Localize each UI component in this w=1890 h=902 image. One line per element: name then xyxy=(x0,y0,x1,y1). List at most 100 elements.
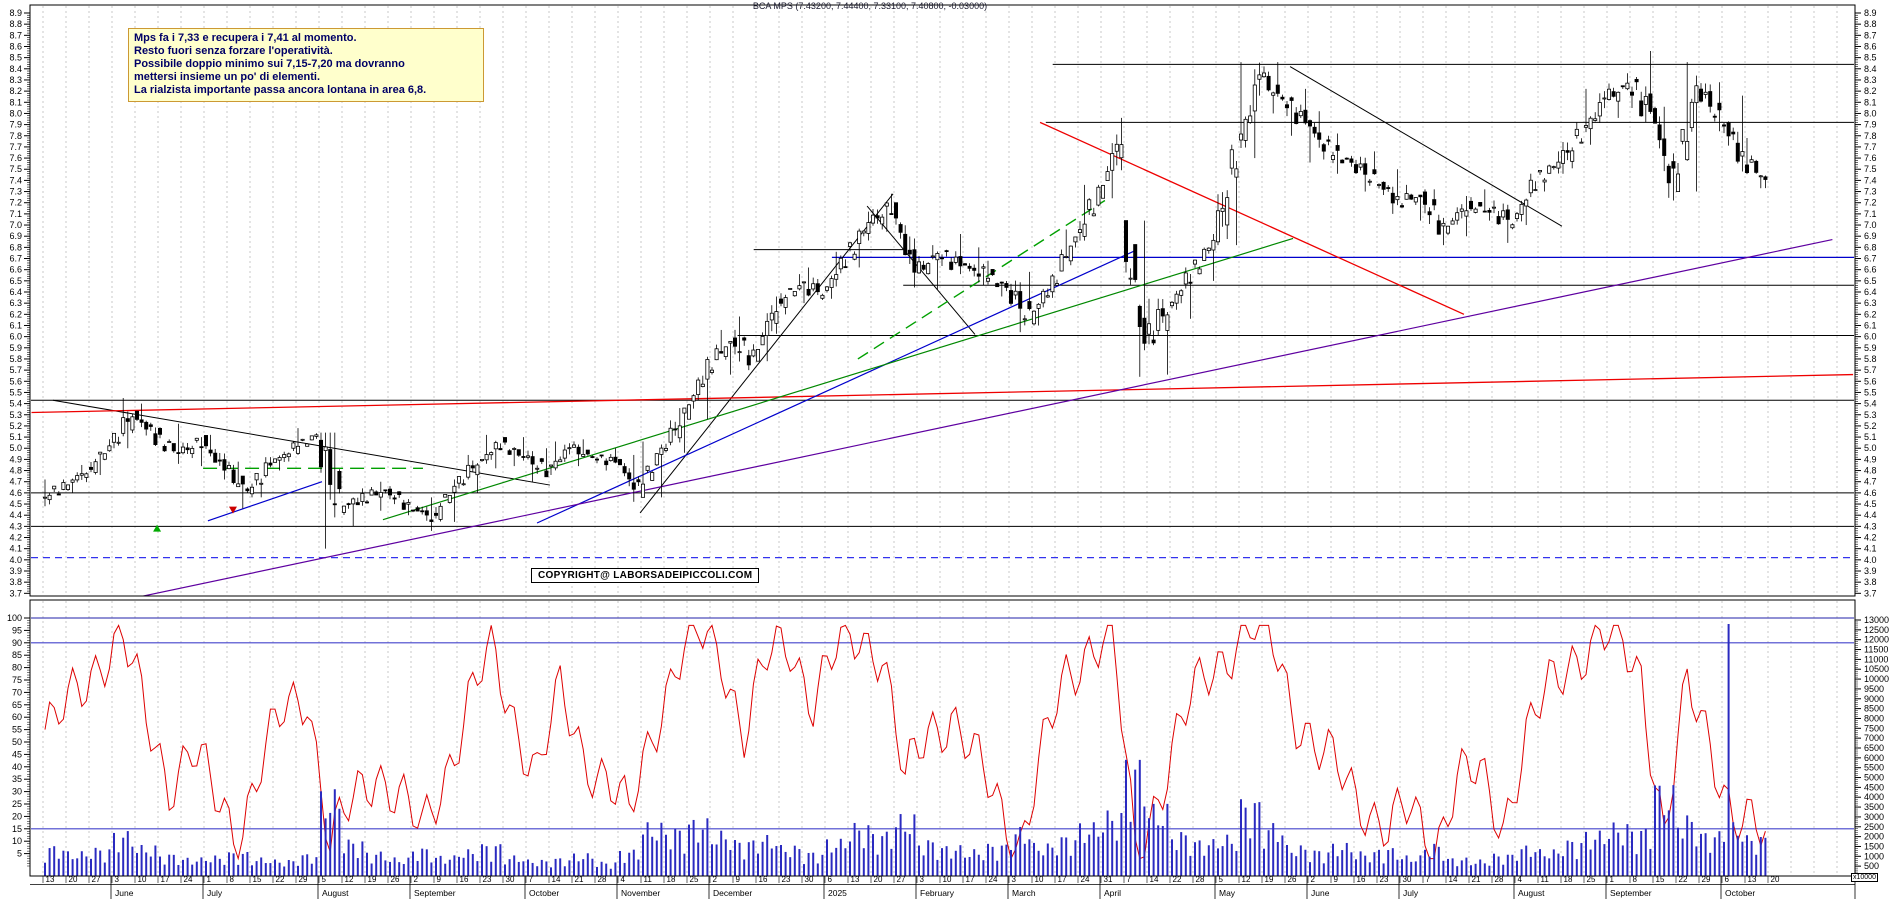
svg-text:7.5: 7.5 xyxy=(9,164,22,174)
svg-text:12000: 12000 xyxy=(1864,635,1889,645)
signal-markers xyxy=(153,506,237,532)
svg-text:6.3: 6.3 xyxy=(1864,298,1877,308)
svg-text:4: 4 xyxy=(621,875,626,884)
svg-text:March: March xyxy=(1012,888,1036,898)
svg-text:7.1: 7.1 xyxy=(1864,209,1877,219)
svg-text:7000: 7000 xyxy=(1864,733,1884,743)
up-triangle-marker xyxy=(153,524,162,532)
svg-text:4.4: 4.4 xyxy=(9,510,22,520)
svg-text:22: 22 xyxy=(1679,875,1688,884)
svg-text:3: 3 xyxy=(920,875,925,884)
svg-text:4.5: 4.5 xyxy=(9,499,22,509)
svg-text:September: September xyxy=(1610,888,1652,898)
svg-text:26: 26 xyxy=(1288,875,1297,884)
svg-text:December: December xyxy=(713,888,752,898)
svg-text:28: 28 xyxy=(1196,875,1205,884)
svg-text:5: 5 xyxy=(17,849,22,859)
svg-text:October: October xyxy=(1725,888,1755,898)
svg-text:6.1: 6.1 xyxy=(1864,320,1877,330)
svg-text:7: 7 xyxy=(529,875,534,884)
svg-text:10: 10 xyxy=(943,875,952,884)
svg-text:12: 12 xyxy=(1242,875,1251,884)
svg-text:6.5: 6.5 xyxy=(1864,276,1877,286)
svg-text:27: 27 xyxy=(92,875,101,884)
svg-text:19: 19 xyxy=(1265,875,1274,884)
svg-text:3.9: 3.9 xyxy=(1864,566,1877,576)
svg-text:June: June xyxy=(115,888,134,898)
svg-text:April: April xyxy=(1104,888,1121,898)
svg-text:2000: 2000 xyxy=(1864,832,1884,842)
svg-text:15: 15 xyxy=(253,875,262,884)
svg-text:7.4: 7.4 xyxy=(1864,175,1877,185)
weekly-gridlines xyxy=(42,6,1838,875)
svg-text:3.8: 3.8 xyxy=(9,577,22,587)
svg-text:20: 20 xyxy=(874,875,883,884)
svg-text:7.2: 7.2 xyxy=(9,198,22,208)
svg-text:7.7: 7.7 xyxy=(1864,142,1877,152)
svg-text:2: 2 xyxy=(1311,875,1316,884)
svg-text:8000: 8000 xyxy=(1864,713,1884,723)
svg-text:19: 19 xyxy=(368,875,377,884)
svg-text:24: 24 xyxy=(989,875,998,884)
svg-text:9: 9 xyxy=(1334,875,1339,884)
svg-text:9: 9 xyxy=(736,875,741,884)
svg-text:5.0: 5.0 xyxy=(1864,443,1877,453)
svg-text:28: 28 xyxy=(598,875,607,884)
svg-text:November: November xyxy=(621,888,660,898)
copyright-watermark: COPYRIGHT@ LABORSADEIPICCOLI.COM xyxy=(531,568,760,583)
oscillator-line xyxy=(31,617,1854,861)
svg-text:13: 13 xyxy=(851,875,860,884)
svg-text:7.5: 7.5 xyxy=(1864,164,1877,174)
svg-text:8.5: 8.5 xyxy=(9,53,22,63)
chart-title: BCA MPS (7.43200, 7.44400, 7.33100, 7.40… xyxy=(752,1,988,11)
svg-text:6.5: 6.5 xyxy=(9,276,22,286)
svg-text:16: 16 xyxy=(759,875,768,884)
svg-text:25: 25 xyxy=(12,799,22,809)
svg-text:29: 29 xyxy=(1702,875,1711,884)
svg-text:4.8: 4.8 xyxy=(1864,466,1877,476)
svg-text:3: 3 xyxy=(1012,875,1017,884)
svg-text:5.9: 5.9 xyxy=(1864,343,1877,353)
svg-text:4.9: 4.9 xyxy=(1864,454,1877,464)
svg-text:20: 20 xyxy=(12,811,22,821)
svg-text:8.8: 8.8 xyxy=(9,19,22,29)
volume-bars xyxy=(44,623,1767,876)
svg-text:100: 100 xyxy=(7,613,22,623)
svg-text:40: 40 xyxy=(12,762,22,772)
svg-text:3000: 3000 xyxy=(1864,812,1884,822)
svg-text:4.7: 4.7 xyxy=(1864,477,1877,487)
svg-text:50: 50 xyxy=(12,737,22,747)
svg-text:10: 10 xyxy=(1035,875,1044,884)
svg-text:May: May xyxy=(1219,888,1236,898)
svg-text:8.1: 8.1 xyxy=(1864,97,1877,107)
svg-text:5.5: 5.5 xyxy=(1864,387,1877,397)
svg-text:2500: 2500 xyxy=(1864,822,1884,832)
annotation-line: La rialzista importante passa ancora lon… xyxy=(134,84,427,96)
svg-text:6.2: 6.2 xyxy=(9,309,22,319)
svg-text:8.5: 8.5 xyxy=(1864,53,1877,63)
svg-text:4.3: 4.3 xyxy=(9,521,22,531)
svg-text:7.9: 7.9 xyxy=(1864,120,1877,130)
svg-text:21: 21 xyxy=(575,875,584,884)
analyst-annotation-box: Mps fa i 7,33 e recupera i 7,41 al momen… xyxy=(128,28,484,102)
svg-text:30: 30 xyxy=(1403,875,1412,884)
svg-text:3: 3 xyxy=(115,875,120,884)
svg-text:11000: 11000 xyxy=(1864,654,1888,664)
svg-text:5: 5 xyxy=(322,875,327,884)
svg-text:5.1: 5.1 xyxy=(9,432,22,442)
svg-text:6.9: 6.9 xyxy=(1864,231,1877,241)
svg-text:35: 35 xyxy=(12,774,22,784)
svg-text:6.6: 6.6 xyxy=(9,265,22,275)
svg-text:1: 1 xyxy=(1610,875,1615,884)
svg-text:5.2: 5.2 xyxy=(1864,421,1877,431)
svg-text:30: 30 xyxy=(12,787,22,797)
svg-text:85: 85 xyxy=(12,650,22,660)
svg-text:6.1: 6.1 xyxy=(9,320,22,330)
svg-text:5.6: 5.6 xyxy=(1864,376,1877,386)
svg-text:7.9: 7.9 xyxy=(9,120,22,130)
svg-text:7.4: 7.4 xyxy=(9,175,22,185)
svg-text:8.2: 8.2 xyxy=(1864,86,1877,96)
svg-text:7.2: 7.2 xyxy=(1864,198,1877,208)
svg-text:8500: 8500 xyxy=(1864,704,1884,714)
